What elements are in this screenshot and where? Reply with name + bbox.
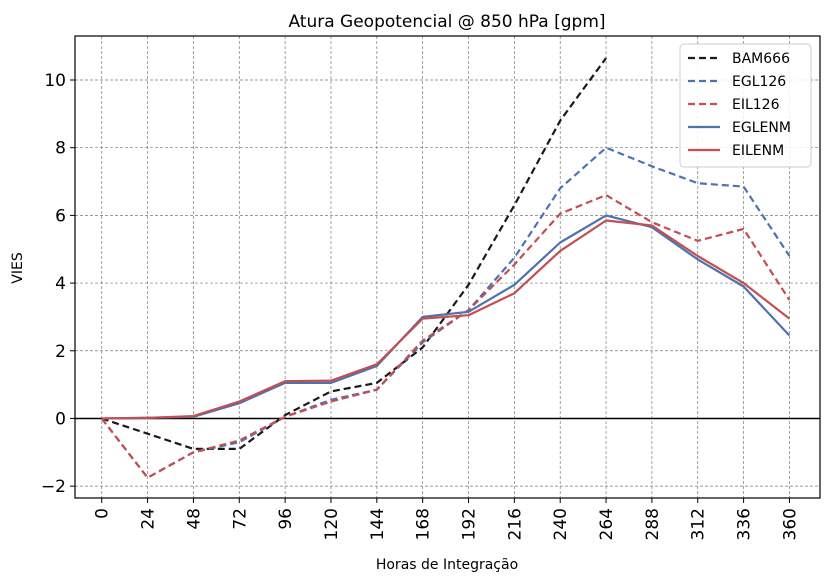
y-tick-label: 8 (55, 139, 66, 159)
legend-label-eil126: EIL126 (732, 97, 780, 113)
x-axis-ticks: 0 24 48 72 96 120 144 168 192 216 240 264 288 312 336 3… (93, 498, 800, 540)
x-tick-label: 72 (230, 508, 250, 530)
x-tick-label: 96 (276, 508, 296, 530)
series-line-eglenm (101, 214, 791, 420)
series-line-egl126 (100, 146, 791, 479)
y-axis-ticks: −2 0 2 4 6 8 10 (41, 71, 75, 497)
x-tick-label: 336 (735, 508, 755, 540)
chart-title: Atura Geopotencial @ 850 hPa [gpm] (288, 12, 605, 32)
y-tick-label: 4 (55, 274, 66, 294)
x-tick-label: 144 (368, 508, 388, 540)
legend-label-egl126: EGL126 (732, 74, 786, 90)
legend-box (679, 43, 812, 168)
y-tick-label: −2 (41, 477, 66, 497)
x-tick-label: 0 (93, 508, 113, 519)
legend-label-eilenm: EILENM (732, 143, 784, 159)
series-line-eil126 (100, 194, 791, 479)
x-axis-label: Horas de Integração (376, 557, 518, 573)
series-line-bam666 (101, 57, 607, 450)
legend-label-eglenm: EGLENM (732, 120, 791, 136)
x-tick-label: 360 (780, 508, 800, 540)
x-tick-label: 120 (322, 508, 342, 540)
series-line-eilenm (101, 219, 791, 420)
x-tick-label: 192 (460, 508, 480, 540)
x-tick-label: 216 (505, 508, 525, 540)
x-tick-label: 288 (643, 508, 663, 540)
legend: BAM666 EGL126 EIL126 EGLENM EILENM (679, 43, 812, 168)
plot-frame (74, 35, 821, 499)
y-tick-label: 2 (55, 342, 66, 362)
y-tick-label: 0 (55, 409, 66, 429)
series-layer (100, 57, 791, 479)
y-axis-label: VIES (10, 252, 26, 284)
x-tick-label: 240 (551, 508, 571, 540)
y-tick-label: 10 (44, 71, 66, 91)
legend-label-bam666: BAM666 (732, 51, 790, 67)
x-tick-label: 168 (414, 508, 434, 540)
x-tick-label: 264 (597, 508, 617, 540)
x-tick-label: 48 (184, 508, 204, 530)
x-tick-label: 24 (139, 508, 159, 530)
y-tick-label: 6 (55, 206, 66, 226)
x-tick-label: 312 (689, 508, 709, 540)
